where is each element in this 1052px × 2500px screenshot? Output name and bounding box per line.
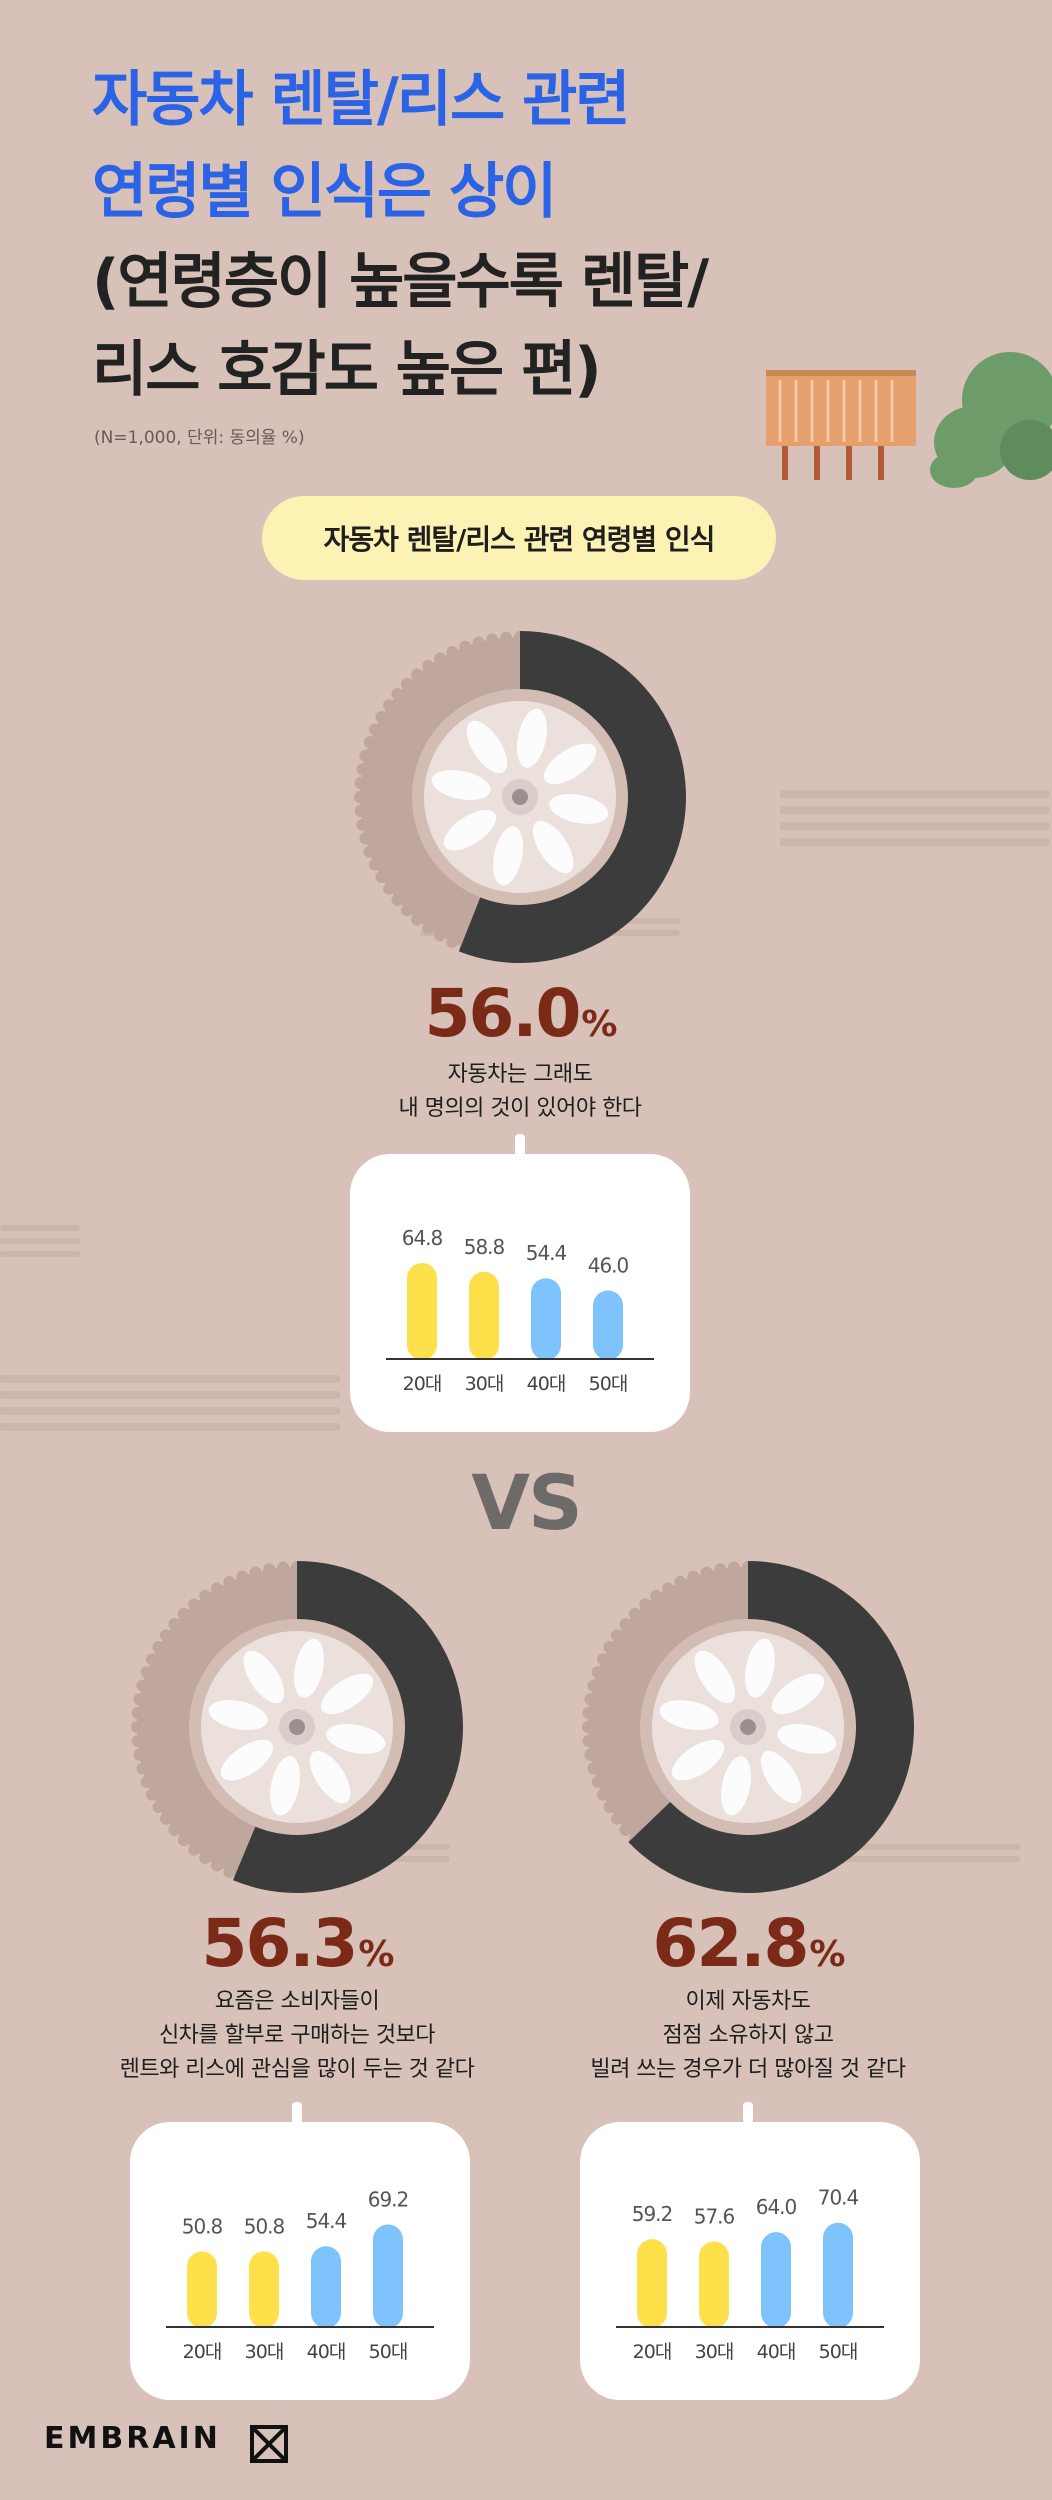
percent-unit: % [358,1934,394,1975]
statement-line: 점점 소유하지 않고 [662,2023,834,2048]
bar [311,2246,341,2328]
title-line-1: 자동차 렌탈/리스 관련 [92,65,630,135]
percent-unit: % [581,1004,617,1045]
bar [593,1290,623,1360]
bar-value-label: 59.2 [632,2202,673,2226]
category-tick-label: 30대 [465,1373,504,1395]
bar-value-label: 57.6 [694,2205,735,2229]
category-tick-label: 20대 [633,2341,672,2363]
bar-value-label: 50.8 [244,2214,285,2238]
category-tick-label: 40대 [527,1373,566,1395]
bar-value-label: 46.0 [588,1254,629,1278]
bar-value-label: 70.4 [818,2186,859,2210]
age-bar-chart: 64.8 20대 58.8 30대 54.4 40대 46.0 50대 [386,1226,654,1395]
category-tick-label: 20대 [403,1373,442,1395]
category-tick-label: 50대 [589,1373,628,1395]
age-bar-chart-card: 64.8 20대 58.8 30대 54.4 40대 46.0 50대 [350,1154,690,1432]
bar [373,2224,403,2328]
percent-unit: % [809,1934,845,1975]
bar-value-label: 64.8 [402,1226,443,1250]
bar-value-label: 54.4 [306,2209,347,2233]
age-bar-chart-card: 50.8 20대 50.8 30대 54.4 40대 69.2 50대 [130,2122,470,2400]
category-tick-label: 50대 [369,2341,408,2363]
title-line-3: (연령층이 높을수록 렌탈/ [92,247,709,317]
title-line-2: 연령별 인식은 상이 [92,157,557,227]
brand-logo-icon [250,2425,288,2463]
card-connector [743,2102,753,2124]
card-connector [515,1134,525,1156]
bar [637,2239,667,2328]
age-bar-chart-card: 59.2 20대 57.6 30대 64.0 40대 70.4 50대 [580,2122,920,2400]
bar [407,1262,437,1360]
age-bar-chart: 59.2 20대 57.6 30대 64.0 40대 70.4 50대 [616,2186,884,2363]
statement-line: 신차를 할부로 구매하는 것보다 [158,2023,436,2048]
house-tree-illustration [766,352,1052,488]
section-pill-label: 자동차 렌탈/리스 관련 연령별 인식 [262,496,776,580]
bar [531,1278,561,1360]
statement-line: 이제 자동차도 [685,1989,811,2014]
category-tick-label: 40대 [757,2341,796,2363]
title-line-4: 리스 호감도 높은 편) [92,335,602,405]
bar-value-label: 50.8 [182,2214,223,2238]
unit-note: (N=1,000, 단위: 동의율 %) [94,428,305,448]
bar-value-label: 69.2 [368,2188,409,2212]
bar [699,2241,729,2328]
category-tick-label: 30대 [695,2341,734,2363]
category-tick-label: 30대 [245,2341,284,2363]
overall-percent: 56.0% [370,975,670,1052]
bar [249,2251,279,2328]
percent-value: 56.0 [424,975,582,1052]
bar [469,1271,499,1360]
category-tick-label: 40대 [307,2341,346,2363]
statement-text: 자동차는 그래도 내 명의의 것이 있어야 한다 [270,1058,770,1126]
age-bar-chart: 50.8 20대 50.8 30대 54.4 40대 69.2 50대 [166,2188,434,2363]
bar [761,2232,791,2328]
card-connector [292,2102,302,2124]
category-tick-label: 50대 [819,2341,858,2363]
statement-line: 요즘은 소비자들이 [214,1989,380,2014]
bar-value-label: 64.0 [756,2195,797,2219]
overall-percent: 62.8% [598,1905,898,1982]
overall-percent: 56.3% [147,1905,447,1982]
category-tick-label: 20대 [183,2341,222,2363]
statement-line: 내 명의의 것이 있어야 한다 [398,1096,642,1121]
statement-line: 자동차는 그래도 [447,1062,593,1087]
percent-value: 62.8 [652,1905,810,1982]
bar [187,2251,217,2328]
bar [823,2222,853,2328]
brand-logo-text: EMBRAIN [44,2421,221,2456]
statement-text: 이제 자동차도 점점 소유하지 않고 빌려 쓰는 경우가 더 많아질 것 같다 [498,1985,998,2087]
percent-value: 56.3 [201,1905,359,1982]
versus-label: VS [471,1458,583,1547]
statement-line: 빌려 쓰는 경우가 더 많아질 것 같다 [590,2057,906,2082]
bar-value-label: 54.4 [526,1241,567,1265]
statement-text: 요즘은 소비자들이 신차를 할부로 구매하는 것보다 렌트와 리스에 관심을 많… [47,1985,547,2087]
statement-line: 렌트와 리스에 관심을 많이 두는 것 같다 [119,2057,475,2082]
bar-value-label: 58.8 [464,1235,505,1259]
